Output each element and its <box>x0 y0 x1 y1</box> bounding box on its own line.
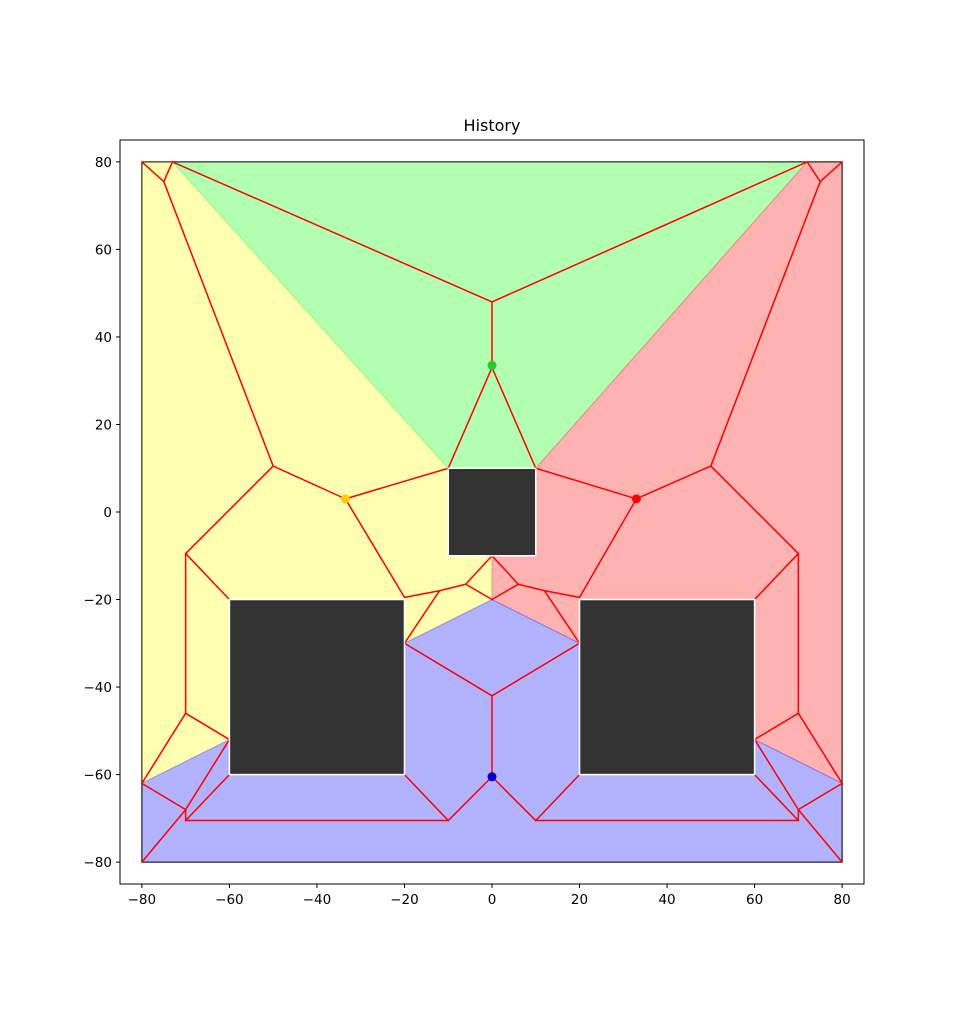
x-tick-label: −80 <box>128 892 157 908</box>
outer-border-layer <box>141 161 843 863</box>
x-tick-label: 60 <box>746 892 763 908</box>
edge-31 <box>753 552 800 601</box>
edge-54 <box>403 642 493 697</box>
edge-45 <box>184 773 231 822</box>
x-tick-label: −20 <box>390 892 419 908</box>
edge-7 <box>806 161 821 183</box>
edge-6 <box>819 161 843 183</box>
edge-26 <box>491 555 520 585</box>
y-tick-label: 40 <box>95 330 112 346</box>
edge-35 <box>753 712 800 741</box>
point-2 <box>631 494 641 504</box>
edge-13 <box>447 366 493 469</box>
x-tick-label: 80 <box>834 892 851 908</box>
y-tick-label: 80 <box>95 155 112 171</box>
edge-52 <box>491 776 537 822</box>
edge-49 <box>403 773 449 822</box>
point-3 <box>487 772 497 782</box>
edges-layer <box>141 161 843 863</box>
x-axis: −80 −60 −40 −20 0 20 40 60 80 <box>128 884 851 908</box>
edge-8 <box>710 180 821 467</box>
edge-21 <box>438 583 467 592</box>
x-tick-label: 40 <box>658 892 675 908</box>
y-tick-label: 0 <box>103 505 112 521</box>
y-tick-label: −40 <box>84 680 113 696</box>
obstacle-1 <box>228 598 406 776</box>
x-tick-label: 20 <box>571 892 588 908</box>
edge-33 <box>184 712 231 741</box>
edge-50 <box>535 773 581 822</box>
edge-10 <box>272 465 347 500</box>
edge-14 <box>491 366 537 469</box>
edge-34 <box>141 712 187 785</box>
points-layer <box>340 360 641 782</box>
edge-15 <box>344 467 449 500</box>
edge-44 <box>753 738 800 811</box>
point-1 <box>340 494 350 504</box>
obstacle-2 <box>578 598 756 776</box>
edge-22 <box>403 590 441 645</box>
edge-51 <box>447 776 493 822</box>
edge-20 <box>543 590 581 599</box>
edge-55 <box>491 642 581 697</box>
obstacle-0 <box>447 467 537 557</box>
edge-39 <box>141 808 187 863</box>
obstacles-layer <box>228 467 756 776</box>
edge-1 <box>163 161 174 183</box>
edge-40 <box>797 808 843 863</box>
edge-37 <box>141 782 187 811</box>
y-tick-label: 20 <box>95 417 112 433</box>
y-tick-label: −80 <box>84 855 113 871</box>
y-tick-label: 60 <box>95 242 112 258</box>
edge-0 <box>141 161 165 183</box>
edge-12 <box>635 465 712 500</box>
edge-43 <box>184 738 231 811</box>
edge-18 <box>578 498 638 599</box>
edge-24 <box>543 590 581 645</box>
edge-4 <box>491 161 808 303</box>
edge-28 <box>491 583 520 601</box>
edge-36 <box>797 712 843 785</box>
y-tick-label: −20 <box>84 593 113 609</box>
edge-27 <box>464 583 493 601</box>
edge-17 <box>344 498 406 599</box>
edge-19 <box>403 590 441 599</box>
y-tick-label: −60 <box>84 768 113 784</box>
edge-16 <box>535 467 638 500</box>
edge-2 <box>163 180 274 467</box>
chart-title: History <box>464 116 521 135</box>
point-0 <box>487 360 497 370</box>
y-axis: −80 −60 −40 −20 0 20 40 60 80 <box>84 155 120 871</box>
edge-29 <box>184 552 231 601</box>
edge-23 <box>517 583 546 592</box>
x-tick-label: −60 <box>215 892 244 908</box>
edge-11 <box>710 465 800 555</box>
environment-boundary <box>141 161 843 863</box>
edge-3 <box>171 161 493 303</box>
x-tick-label: 0 <box>488 892 497 908</box>
edge-38 <box>797 782 843 811</box>
x-tick-label: −40 <box>303 892 332 908</box>
edge-9 <box>184 465 274 555</box>
edge-46 <box>753 773 800 822</box>
edge-25 <box>464 555 493 585</box>
